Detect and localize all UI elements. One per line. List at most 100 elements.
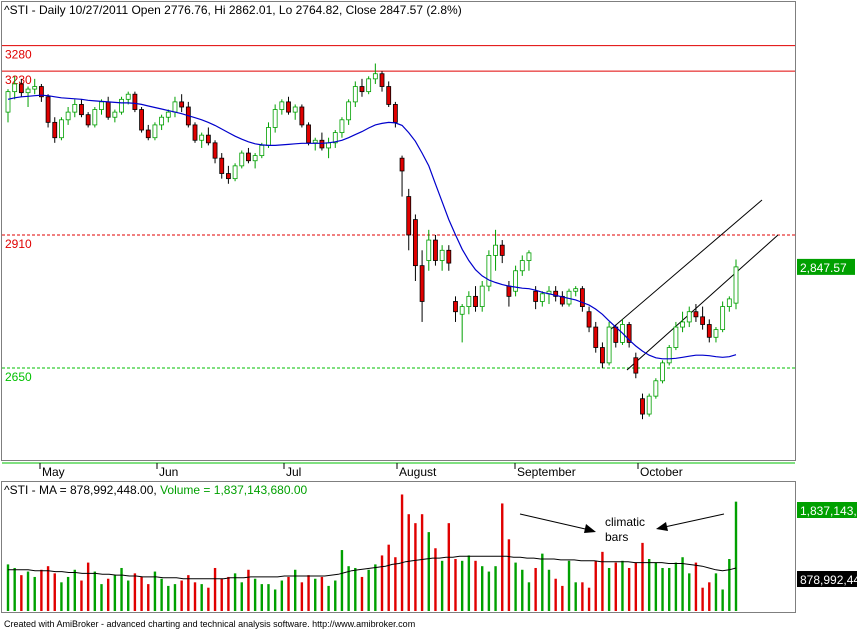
candle-body-down	[406, 196, 412, 236]
candle	[586, 306, 592, 333]
volume-bar	[607, 567, 611, 611]
candle-body-up	[660, 362, 665, 382]
footer-credit: Created with AmiBroker - advanced charti…	[4, 619, 415, 629]
candle	[286, 96, 291, 115]
candle-body-up	[292, 106, 298, 113]
volume-last-badge	[797, 502, 857, 518]
volume-bar	[147, 584, 150, 611]
candle	[212, 140, 218, 164]
candle	[720, 301, 726, 333]
volume-bar	[587, 587, 591, 611]
volume-bar	[420, 514, 424, 611]
candle-body-up	[426, 239, 432, 261]
candle-body-up	[312, 139, 318, 144]
candle-body-up	[673, 326, 679, 348]
candle-body-up	[65, 111, 71, 121]
candle	[600, 342, 605, 368]
candle	[306, 122, 311, 146]
volume-bar	[574, 582, 577, 611]
volume-bar	[440, 560, 444, 611]
candle-body-up	[119, 98, 124, 113]
candle	[79, 99, 84, 118]
volume-bar	[187, 575, 190, 611]
candle	[673, 321, 679, 351]
volume-bar	[80, 580, 83, 611]
volume-bar	[454, 559, 457, 611]
candle-body-down	[226, 173, 231, 180]
candle-body-up	[653, 380, 659, 397]
volume-bar	[340, 550, 344, 611]
candle-body-up	[32, 86, 38, 90]
candle	[32, 78, 38, 95]
volume-bar	[280, 580, 284, 611]
candle-body-up	[232, 165, 238, 180]
candle-body-up	[666, 347, 672, 364]
price-pane-frame	[1, 1, 796, 461]
candle-body-down	[419, 265, 425, 302]
volume-bar	[360, 576, 364, 611]
volume-bar	[601, 551, 604, 611]
candle-body-up	[99, 101, 104, 110]
candle-body-up	[72, 104, 78, 113]
volume-bar	[641, 542, 644, 611]
candle-body-up	[573, 288, 579, 292]
candle	[593, 321, 599, 353]
level-label-3280: 3280	[5, 48, 32, 62]
candle-body-down	[586, 311, 592, 328]
candle	[466, 291, 472, 315]
candle-body-down	[286, 101, 291, 113]
candle	[246, 147, 251, 164]
candle-body-up	[165, 111, 171, 118]
candle	[85, 112, 91, 128]
volume-bar	[53, 573, 56, 611]
volume-bar	[661, 567, 664, 611]
candle-body-down	[386, 86, 392, 105]
candle	[92, 107, 98, 128]
candle-body-up	[513, 270, 518, 292]
candle-body-up	[172, 101, 178, 113]
candle	[666, 344, 672, 366]
candle	[59, 117, 64, 141]
volume-bar	[614, 562, 617, 611]
moving-average-line	[7, 94, 737, 360]
volume-bar	[487, 571, 491, 611]
volume-bar	[20, 575, 23, 611]
candle	[319, 132, 325, 151]
candle-body-up	[519, 260, 525, 272]
trend-channel-layer	[609, 199, 779, 371]
channel-upper-line	[609, 199, 763, 331]
candle	[499, 240, 505, 264]
volume-bar	[133, 573, 137, 611]
volume-bar	[434, 548, 437, 611]
candle	[726, 296, 732, 312]
volume-bar	[701, 587, 704, 611]
candle-body-down	[593, 326, 599, 348]
candle	[159, 114, 165, 131]
candle	[299, 104, 305, 128]
annotation-arrow-left	[519, 513, 595, 532]
candle-body-up	[439, 249, 445, 261]
candle-body-down	[506, 285, 512, 297]
annotation-arrowhead-left	[584, 524, 596, 533]
volume-ma-label: 878,992,44	[800, 573, 857, 587]
candle-body-up	[526, 252, 532, 261]
volume-bar	[721, 589, 724, 611]
volume-bar	[247, 569, 250, 611]
horizontal-lines-layer: 3280 3230 2910 2650	[2, 45, 795, 384]
volume-bar	[33, 576, 36, 611]
volume-bar	[374, 564, 377, 611]
candle	[292, 104, 298, 120]
candle-body-down	[706, 324, 712, 338]
candle	[573, 286, 579, 297]
volume-bar	[46, 566, 50, 611]
candle-body-up	[152, 124, 158, 139]
candle-body-up	[726, 298, 732, 307]
candle	[653, 378, 659, 399]
candle	[700, 306, 706, 330]
candle-body-up	[539, 293, 545, 302]
volume-bar	[380, 555, 384, 611]
candle	[205, 127, 211, 146]
candle	[419, 250, 425, 322]
x-tick-label: Jun	[159, 465, 178, 479]
